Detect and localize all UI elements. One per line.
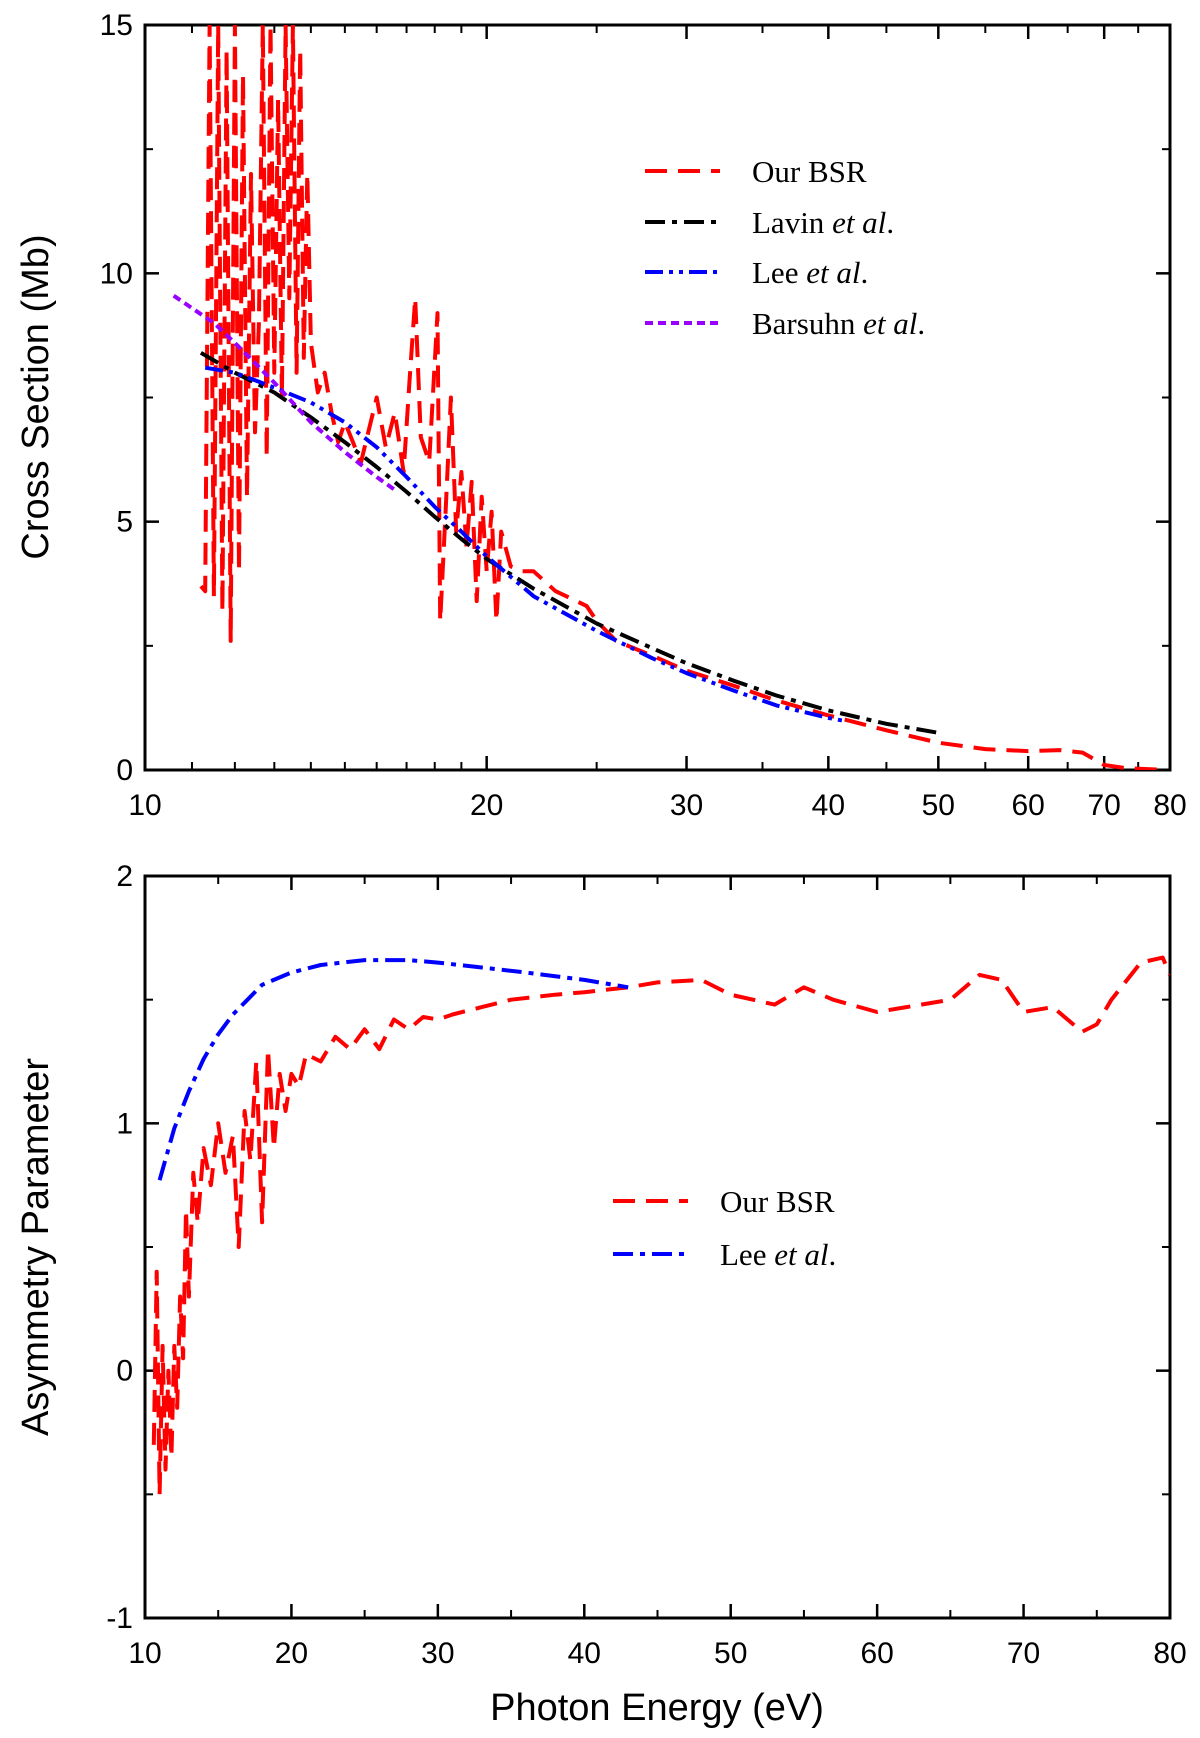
- x-tick-label: 80: [1153, 789, 1186, 822]
- bottom-series-layer: [151, 955, 1170, 1497]
- top-legend-label-barsuhn: Barsuhn et al.: [752, 306, 925, 341]
- x-tick-label: 70: [1087, 789, 1120, 822]
- y-tick-label: 10: [100, 257, 133, 290]
- top-series-line-our-bsr: [199, 25, 1158, 770]
- top-x-tick-labels: 10 20 30 40 50 60 70 80: [128, 789, 1186, 822]
- x-tick-label: 70: [1007, 1637, 1040, 1670]
- asymmetry-panel: -1 0 1 2 10 20 30 40 50 60 70 80 Asymmetry Paramet…: [15, 860, 1187, 1729]
- x-tick-label: 10: [128, 789, 161, 822]
- top-legend-label-our-bsr: Our BSR: [752, 154, 867, 189]
- y-tick-label: 5: [116, 506, 133, 539]
- y-tick-label: 0: [116, 754, 133, 787]
- bottom-y-axis-title: Asymmetry Parameter: [15, 1058, 57, 1436]
- y-tick-label: -1: [106, 1602, 133, 1635]
- x-tick-label: 50: [714, 1637, 747, 1670]
- bottom-y-tick-labels: -1 0 1 2: [106, 860, 133, 1635]
- y-tick-label: 2: [116, 860, 133, 893]
- bottom-x-tick-labels: 10 20 30 40 50 60 70 80: [128, 1637, 1186, 1670]
- top-series-line-lee-et-al: [204, 365, 847, 724]
- y-tick-label: 0: [116, 1355, 133, 1388]
- x-tick-label: 60: [860, 1637, 893, 1670]
- bottom-x-axis-title: Photon Energy (eV): [490, 1687, 824, 1729]
- top-y-tick-labels: 0 5 10 15: [100, 9, 133, 787]
- top-series-line-lavin-et-al: [199, 351, 939, 735]
- top-y-axis-title: Cross Section (Mb): [15, 234, 57, 559]
- x-tick-label: 40: [568, 1637, 601, 1670]
- top-series-line-barsuhn-et-al: [172, 294, 399, 494]
- x-tick-label: 50: [922, 789, 955, 822]
- x-tick-label: 60: [1012, 789, 1045, 822]
- cross-section-panel: 0 5 10 15 10 20 30 40 50 60 70 80 Cross Section (M…: [15, 9, 1187, 822]
- x-tick-label: 30: [421, 1637, 454, 1670]
- bottom-legend-label-our-bsr: Our BSR: [720, 1184, 835, 1219]
- top-legend-label-lee: Lee et al.: [752, 255, 868, 290]
- x-tick-label: 10: [128, 1637, 161, 1670]
- bottom-series-line-our-bsr: [151, 955, 1170, 1497]
- x-tick-label: 20: [470, 789, 503, 822]
- x-tick-label: 20: [275, 1637, 308, 1670]
- x-tick-label: 80: [1153, 1637, 1186, 1670]
- bottom-axis-ticks: [143, 874, 1172, 1620]
- y-tick-label: 15: [100, 9, 133, 42]
- bottom-legend: Our BSR Lee et al.: [613, 1184, 836, 1272]
- x-tick-label: 30: [670, 789, 703, 822]
- top-legend: Our BSR Lavin et al. Lee et al. Barsuhn …: [645, 154, 925, 341]
- bottom-legend-label-lee: Lee et al.: [720, 1237, 836, 1272]
- x-tick-label: 40: [812, 789, 845, 822]
- top-legend-label-lavin: Lavin et al.: [752, 205, 894, 240]
- bottom-series-line-lee-et-al: [157, 958, 629, 1181]
- top-series-layer: [172, 25, 1158, 770]
- y-tick-label: 1: [116, 1107, 133, 1140]
